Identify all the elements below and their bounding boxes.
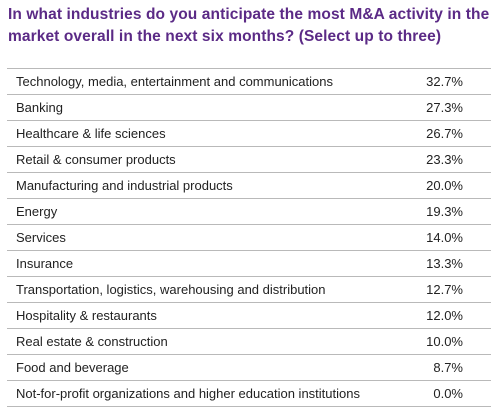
table-row: Real estate & construction 10.0%	[7, 329, 491, 355]
row-label: Transportation, logistics, warehousing a…	[16, 282, 326, 297]
row-label: Insurance	[16, 256, 74, 271]
table-row: Insurance 13.3%	[7, 251, 491, 277]
row-label: Banking	[16, 100, 63, 115]
row-value: 0.0%	[433, 386, 463, 401]
chart-title: In what industries do you anticipate the…	[8, 6, 490, 45]
data-table: Technology, media, entertainment and com…	[7, 68, 491, 407]
row-label: Retail & consumer products	[16, 152, 176, 167]
table-row: Transportation, logistics, warehousing a…	[7, 277, 491, 303]
row-value: 23.3%	[426, 152, 463, 167]
row-value: 13.3%	[426, 256, 463, 271]
table-row: Banking 27.3%	[7, 95, 491, 121]
row-label: Energy	[16, 204, 58, 219]
table-row: Hospitality & restaurants 12.0%	[7, 303, 491, 329]
row-value: 12.7%	[426, 282, 463, 297]
row-label: Services	[16, 230, 66, 245]
table-row: Technology, media, entertainment and com…	[7, 69, 491, 95]
row-value: 20.0%	[426, 178, 463, 193]
row-label: Technology, media, entertainment and com…	[16, 74, 333, 89]
table-row: Healthcare & life sciences 26.7%	[7, 121, 491, 147]
row-label: Healthcare & life sciences	[16, 126, 166, 141]
row-value: 10.0%	[426, 334, 463, 349]
table-row: Manufacturing and industrial products 20.…	[7, 173, 491, 199]
table-row: Energy 19.3%	[7, 199, 491, 225]
row-label: Not-for-profit organizations and higher …	[16, 386, 360, 401]
row-value: 12.0%	[426, 308, 463, 323]
row-label: Hospitality & restaurants	[16, 308, 157, 323]
row-value: 32.7%	[426, 74, 463, 89]
row-value: 14.0%	[426, 230, 463, 245]
row-label: Real estate & construction	[16, 334, 168, 349]
table-row: Not-for-profit organizations and higher …	[7, 381, 491, 407]
row-value: 8.7%	[433, 360, 463, 375]
row-value: 19.3%	[426, 204, 463, 219]
table-row: Retail & consumer products 23.3%	[7, 147, 491, 173]
row-label: Food and beverage	[16, 360, 129, 375]
table-row: Food and beverage 8.7%	[7, 355, 491, 381]
row-value: 27.3%	[426, 100, 463, 115]
table-row: Services 14.0%	[7, 225, 491, 251]
row-label: Manufacturing and industrial products	[16, 178, 233, 193]
row-value: 26.7%	[426, 126, 463, 141]
